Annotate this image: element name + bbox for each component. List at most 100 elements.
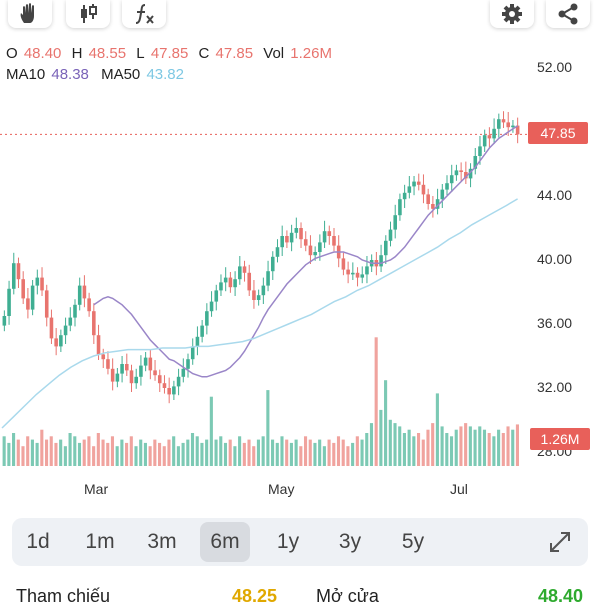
candle-body [92,311,96,336]
x-tick-label: May [268,481,295,497]
candle-body [96,335,101,355]
candle-body [492,128,496,139]
volume-bar [303,436,308,466]
volume-value: 1.26M [290,45,332,62]
volume-bar [129,436,133,466]
volume-bar [158,442,162,466]
candlestick-chart[interactable] [0,0,600,500]
candle-body [7,288,11,316]
volume-bar [120,439,124,466]
settings-button[interactable] [490,0,534,28]
volume-bar [492,436,496,466]
volume-bar [308,439,312,466]
volume-bar [487,433,491,466]
candle-body [59,335,63,347]
range-button-6m[interactable]: 6m [200,522,250,562]
candle-body [402,192,407,200]
volume-bar [233,446,237,466]
candle-body [407,186,412,193]
range-button-1y[interactable]: 1y [276,530,300,553]
volume-bar [327,439,331,466]
volume-bar [172,436,176,466]
range-button-5y[interactable]: 5y [401,530,425,553]
fullscreen-button[interactable] [544,526,576,558]
volume-bar [294,439,298,466]
high-value: 48.55 [88,45,127,62]
volume-bar [92,446,96,466]
range-button-3m[interactable]: 3m [147,530,177,553]
candle-body [247,272,252,291]
volume-bar [30,439,34,466]
y-tick-label: 52.00 [537,59,573,75]
volume-bar [214,439,218,466]
range-button-1m[interactable]: 1m [85,530,115,553]
volume-bar [280,436,284,466]
x-tick-label: Jul [450,481,468,497]
candle-body [214,290,219,302]
candle-body [73,304,77,318]
volume-bar [473,429,477,466]
volume-bar [369,423,374,466]
volume-bar [374,337,378,466]
candle-body [445,183,449,190]
volume-bar [186,439,190,466]
candle-body [393,215,397,230]
candle-body [365,266,369,275]
volume-bar [365,433,369,466]
volume-bar [341,439,345,466]
candle-body [431,204,435,209]
candle-body [115,373,120,382]
volume-bar [143,442,147,466]
candle-body [303,239,308,246]
range-button-3y[interactable]: 3y [338,530,362,553]
candle-body [35,277,40,286]
candle-body [101,354,106,360]
candle-body [129,370,134,384]
candle-body [205,311,209,326]
candle-body [388,229,393,241]
candle-body [82,285,87,299]
indicator-button[interactable] [122,0,166,28]
close-value: 47.85 [215,45,254,62]
volume-bar [384,380,388,466]
volume-bar [318,439,322,466]
candle-body [120,364,124,374]
volume-bar [59,439,63,466]
candle-body [172,386,176,395]
chart-type-button[interactable] [66,0,110,28]
candle-body [190,346,195,360]
range-button-1d[interactable]: 1d [26,530,50,553]
volume-bar [275,442,279,466]
candle-body [54,338,58,347]
candle-body [482,135,487,147]
share-button[interactable] [546,0,590,28]
ma-readout: MA10 48.38 MA50 43.82 [6,66,184,83]
reference-value: 48.25 [232,586,278,606]
candle-body [270,256,275,272]
candle-body [449,175,454,184]
volume-bar [271,439,275,466]
candle-body [134,376,138,384]
candle-body [63,325,68,336]
volume-bar [167,439,171,466]
volume-bar [515,424,519,466]
volume-bar [73,436,77,466]
candle-body [252,290,256,300]
volume-bar [247,439,251,466]
volume-bar [181,442,185,466]
candle-body [487,135,492,139]
volume-bar [426,429,430,466]
volume-bar [219,436,223,466]
candle-body [30,285,35,310]
volume-bar [200,442,204,466]
hand-tool-button[interactable] [8,0,52,28]
volume-bar [87,436,91,466]
candle-body [49,317,54,339]
candle-body [473,156,478,169]
candle-body [421,184,426,195]
volume-bar [115,446,119,466]
candle-body [162,383,167,388]
ma10-label: MA10 [6,66,46,83]
volume-bar [431,423,435,466]
ma10-value: 48.38 [51,66,89,83]
